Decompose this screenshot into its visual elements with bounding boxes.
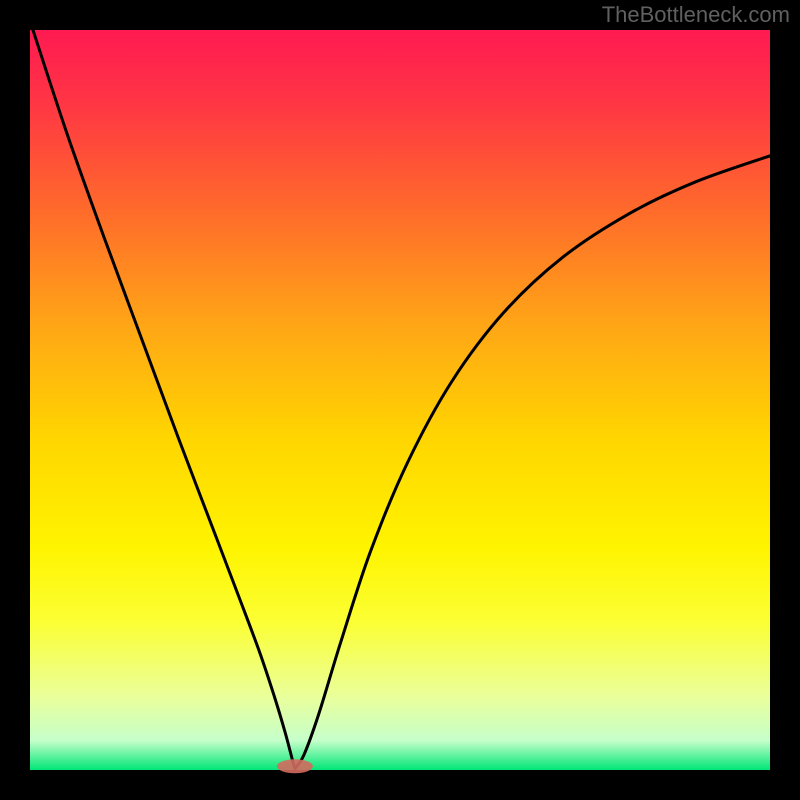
plot-background	[30, 30, 770, 770]
bottleneck-chart	[0, 0, 800, 800]
notch-marker	[277, 759, 313, 773]
watermark-text: TheBottleneck.com	[602, 2, 790, 28]
